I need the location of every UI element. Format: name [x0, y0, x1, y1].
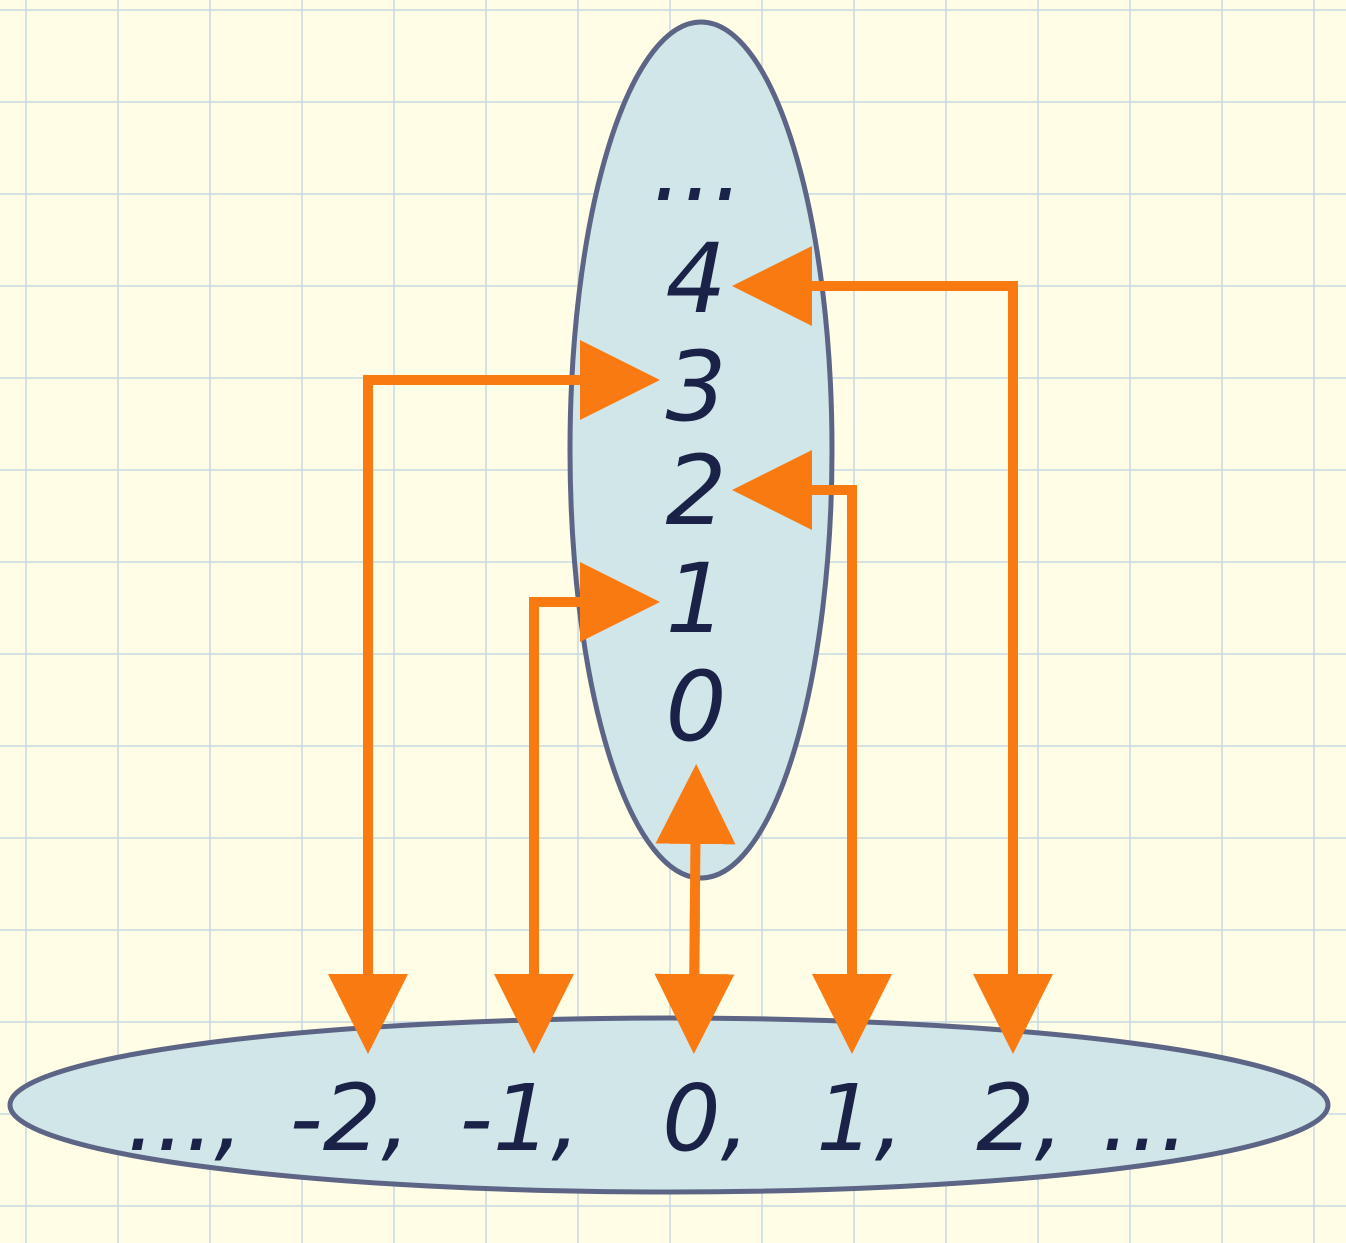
arrowhead-0-end	[654, 899, 735, 1054]
integer-neg-1: -1,	[460, 1065, 581, 1172]
integer-ellipsis-left: ...,	[127, 1065, 244, 1172]
integer-1: 1,	[816, 1065, 904, 1172]
natural-0: 0	[665, 651, 726, 763]
integer-ellipsis-right: ...	[1101, 1065, 1189, 1172]
natural-3: 3	[665, 331, 726, 443]
integer-0: 0,	[662, 1065, 750, 1172]
integer-neg-2: -2,	[290, 1065, 411, 1172]
natural-4: 4	[665, 223, 726, 335]
integer-2: 2,	[976, 1065, 1064, 1172]
naturals-ellipsis: ...	[652, 111, 744, 223]
naturals-ellipse	[567, 19, 835, 881]
natural-2: 2	[665, 435, 726, 547]
natural-1: 1	[665, 543, 726, 655]
